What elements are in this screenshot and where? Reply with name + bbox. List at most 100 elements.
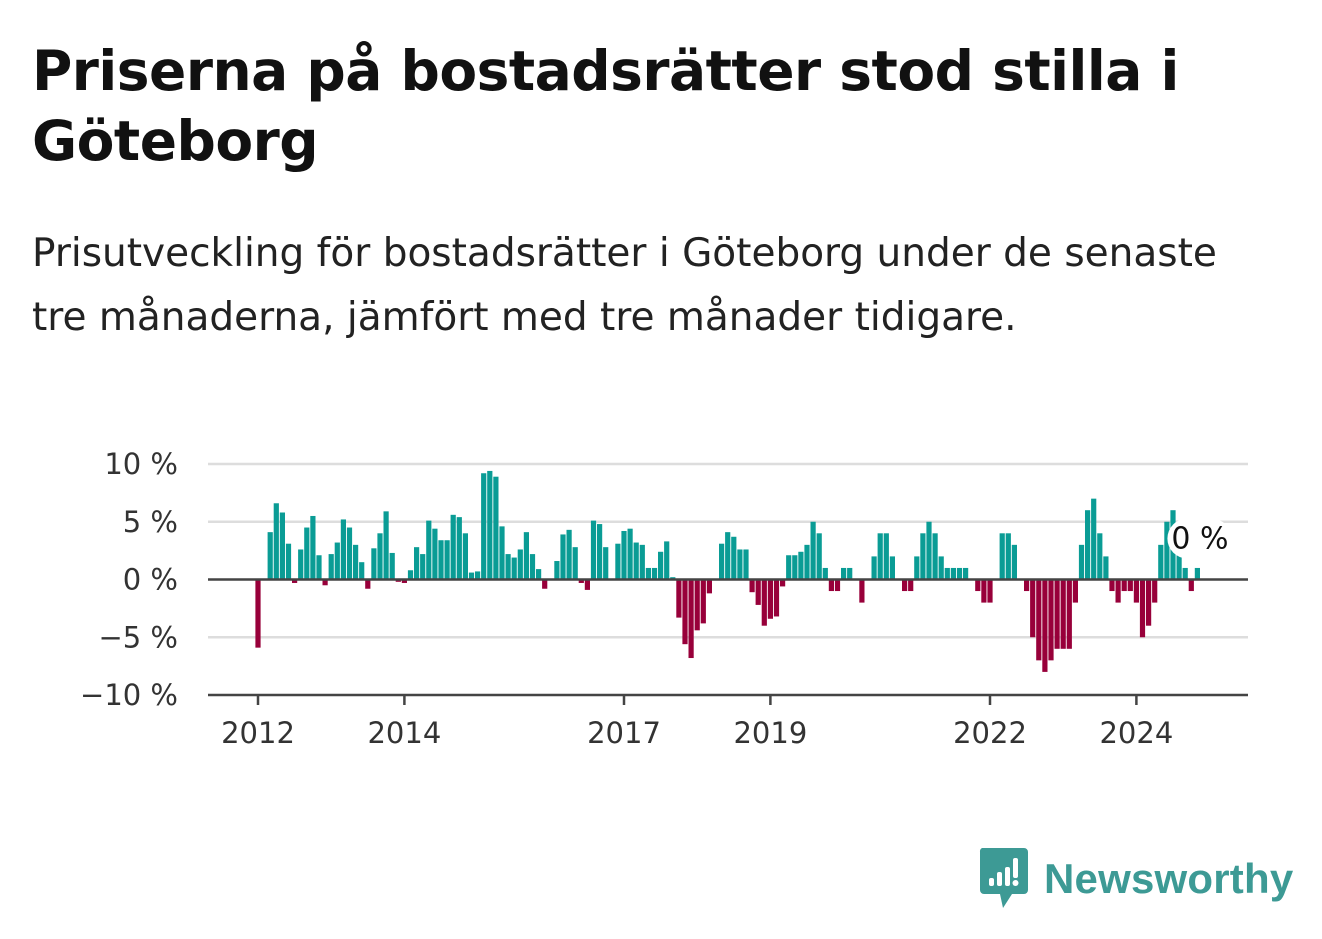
bar	[1042, 579, 1048, 672]
bar	[1024, 579, 1030, 592]
bar	[1152, 579, 1158, 603]
x-tick-label: 2019	[733, 716, 807, 750]
bar	[1115, 579, 1121, 603]
bar	[273, 503, 279, 580]
x-tick-label: 2024	[1099, 716, 1173, 750]
bar	[700, 579, 706, 624]
bar	[505, 554, 511, 580]
y-axis-labels: 10 % 5 % 0 % −5 % −10 %	[80, 447, 178, 712]
bar	[1005, 533, 1011, 580]
bar	[487, 470, 493, 580]
bar	[407, 570, 414, 580]
bar	[841, 567, 847, 580]
bar	[292, 579, 298, 583]
brand-name: Newsworthy	[1044, 855, 1294, 902]
x-tick-label: 2017	[587, 716, 661, 750]
bar	[908, 579, 914, 592]
bar	[706, 579, 712, 594]
bar	[1127, 579, 1133, 592]
bar	[542, 579, 548, 589]
bar	[322, 579, 328, 586]
bar	[987, 579, 993, 603]
y-tick-label: 10 %	[104, 447, 178, 481]
bar	[493, 476, 499, 580]
bar	[1188, 579, 1194, 592]
bar	[651, 567, 658, 580]
bar	[615, 543, 621, 580]
bar	[877, 533, 883, 580]
bar	[475, 571, 481, 580]
bar	[1036, 579, 1042, 661]
bar	[719, 543, 725, 580]
bar	[359, 562, 365, 580]
brand-logo: Newsworthy	[978, 846, 1293, 912]
bar	[767, 579, 773, 619]
bar	[529, 554, 536, 580]
bar	[645, 567, 651, 580]
bar	[298, 549, 304, 580]
end-label-background	[1167, 518, 1232, 559]
bar	[316, 555, 322, 580]
bar	[267, 532, 273, 580]
bar	[932, 533, 938, 580]
x-axis-labels: 2012 2014 2017 2019 2022 2024	[221, 716, 1173, 750]
bar	[1072, 579, 1078, 603]
bar	[377, 533, 383, 580]
bar	[1054, 579, 1060, 649]
bar	[743, 549, 749, 580]
bar	[560, 534, 566, 580]
bar	[304, 527, 310, 580]
grid-lines	[208, 462, 1248, 639]
bar	[279, 512, 285, 580]
bar	[572, 547, 578, 580]
bar	[944, 567, 950, 580]
bars	[255, 470, 1200, 672]
bar	[725, 532, 731, 580]
bar	[353, 544, 359, 580]
bar	[1121, 579, 1127, 592]
bar	[822, 567, 828, 580]
bar	[627, 528, 633, 580]
bar	[468, 572, 475, 580]
bar	[334, 542, 340, 580]
bar	[914, 556, 920, 580]
bar	[1066, 579, 1072, 649]
bar	[883, 533, 889, 580]
bar	[694, 579, 700, 631]
bar	[956, 567, 963, 580]
bar	[328, 554, 334, 580]
bar	[554, 561, 560, 580]
bar	[658, 551, 664, 580]
newsworthy-logo-icon	[979, 848, 1028, 908]
bar	[285, 543, 292, 580]
y-tick-label: −5 %	[98, 620, 178, 654]
bar	[1103, 556, 1109, 580]
bar	[1030, 579, 1036, 638]
bar	[1194, 567, 1200, 580]
bar	[426, 520, 432, 580]
bar	[438, 540, 444, 580]
bar	[456, 517, 462, 580]
bar	[517, 549, 523, 580]
bar	[1078, 544, 1085, 580]
bar	[633, 542, 639, 580]
bar	[523, 532, 529, 580]
bar	[798, 551, 804, 580]
bar	[664, 541, 670, 580]
bar	[462, 533, 468, 580]
bar	[1158, 544, 1164, 580]
bar	[578, 579, 584, 583]
bar	[816, 533, 822, 580]
bar	[1139, 579, 1146, 638]
bar	[834, 579, 841, 592]
chart-subtitle: Prisutveckling för bostadsrätter i Göteb…	[32, 231, 1217, 340]
bar	[804, 544, 810, 580]
x-tick-label: 2022	[953, 716, 1027, 750]
bar	[786, 555, 792, 580]
bar	[383, 511, 389, 580]
bar	[511, 557, 517, 580]
bar	[938, 556, 944, 580]
bar	[1133, 579, 1139, 603]
bar	[1011, 544, 1017, 580]
bar	[1097, 533, 1103, 580]
